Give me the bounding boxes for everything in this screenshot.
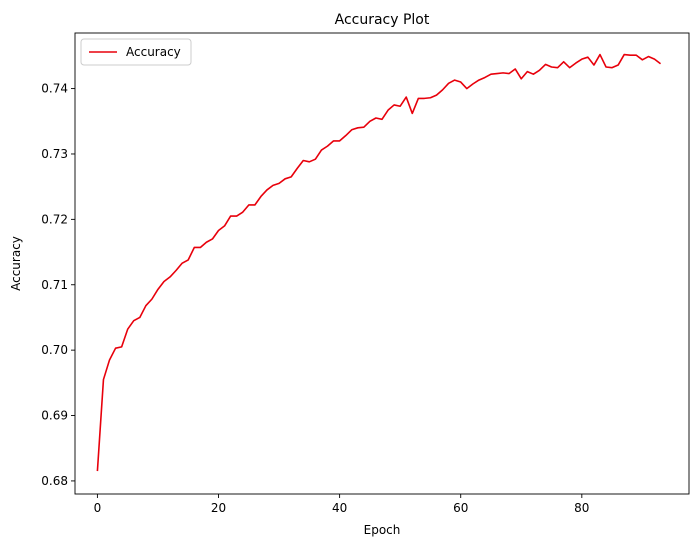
y-tick-label: 0.71 (41, 278, 68, 292)
plot-area-frame (74, 32, 690, 495)
x-axis-title: Epoch (364, 523, 401, 537)
y-tick-label: 0.72 (41, 212, 68, 226)
y-tick-label: 0.69 (41, 409, 68, 423)
series-layer (96, 53, 662, 472)
y-tick-label: 0.70 (41, 343, 68, 357)
chart-title: Accuracy Plot (335, 12, 430, 28)
y-axis-title: Accuracy (9, 236, 23, 291)
y-tick-label: 0.73 (41, 147, 68, 161)
legend: Accuracy (80, 38, 192, 66)
x-axis: 0 20 40 60 80 (94, 494, 589, 515)
x-tick-label: 0 (94, 501, 102, 515)
y-tick-label: 0.68 (41, 474, 68, 488)
x-tick-label: 80 (574, 501, 589, 515)
series-line-accuracy (96, 53, 662, 472)
legend-box (80, 38, 192, 66)
legend-label: Accuracy (126, 45, 181, 59)
x-tick-label: 20 (211, 501, 226, 515)
y-tick-label: 0.74 (41, 82, 68, 96)
x-tick-label: 40 (332, 501, 347, 515)
x-tick-label: 60 (453, 501, 468, 515)
y-axis: 0.68 0.69 0.70 0.71 0.72 0.73 0.74 (41, 82, 75, 488)
